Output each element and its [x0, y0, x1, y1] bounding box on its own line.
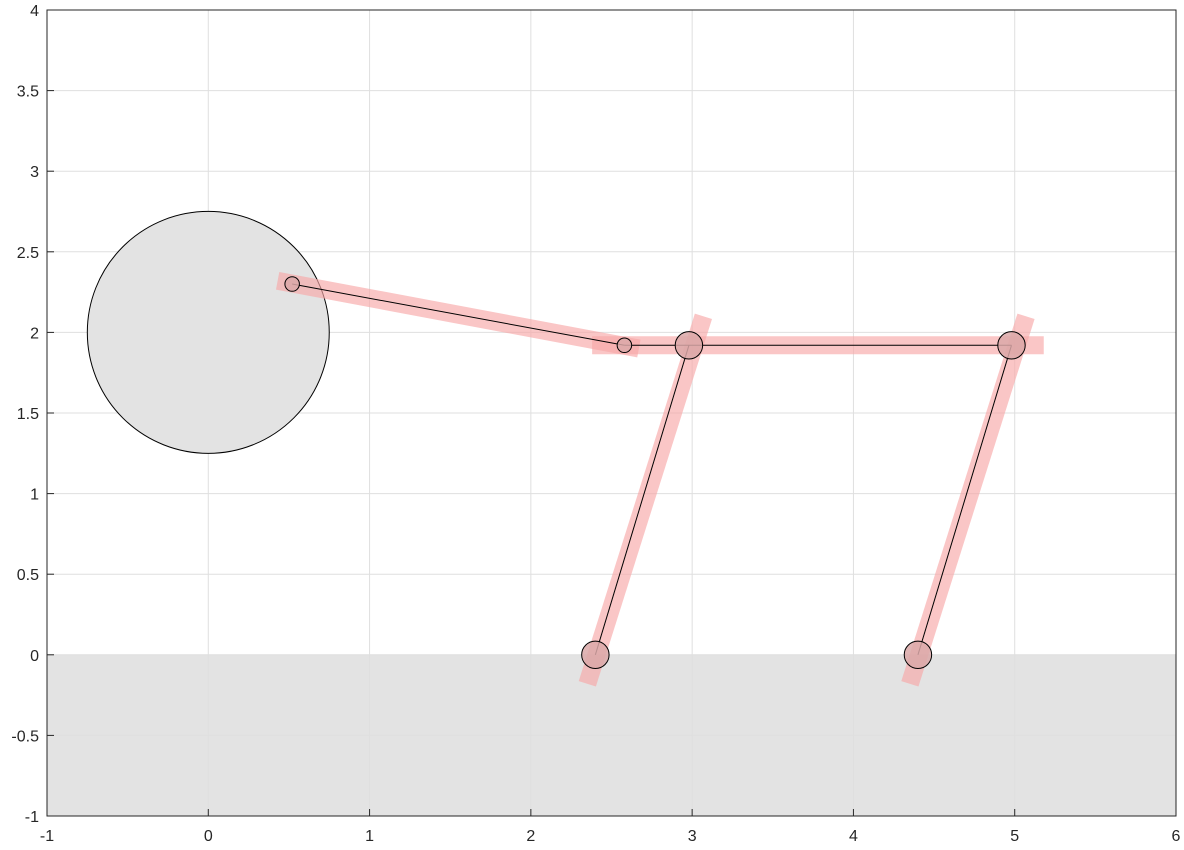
y-tick-label: 0.5	[17, 567, 39, 584]
bar-layer	[275, 271, 1044, 687]
wheel-layer	[86, 210, 330, 454]
rear-foot	[903, 640, 933, 670]
x-tick-label: -1	[40, 828, 54, 845]
wheel-circle	[86, 210, 330, 454]
y-tick-label: 0	[30, 648, 39, 665]
rear-leg-link	[917, 345, 1012, 655]
rear-leg-bar	[901, 313, 1035, 687]
front-foot	[581, 640, 610, 670]
x-tick-label: 4	[849, 828, 858, 845]
crank-pin	[284, 276, 300, 292]
x-axis-ticks: -1 0 1 2 3 4 5 6	[40, 809, 1181, 845]
coupler-joint	[616, 337, 633, 354]
x-tick-label: 2	[526, 828, 535, 845]
y-tick-label: -1	[25, 809, 39, 826]
x-tick-label: 1	[365, 828, 374, 845]
y-tick-label: 1.5	[17, 406, 39, 423]
crank-link	[292, 283, 625, 346]
y-tick-label: 2	[30, 325, 39, 342]
x-tick-label: 0	[204, 828, 213, 845]
front-leg-bar	[578, 313, 713, 687]
y-tick-label: 3.5	[17, 84, 39, 101]
front-leg-link	[594, 345, 690, 655]
x-tick-label: 3	[688, 828, 697, 845]
rear-hip	[997, 331, 1026, 360]
y-tick-label: 4	[30, 3, 39, 20]
x-tick-label: 6	[1172, 828, 1181, 845]
y-tick-label: -0.5	[11, 728, 39, 745]
joint-layer	[284, 276, 1026, 670]
y-tick-label: 1	[30, 487, 39, 504]
x-tick-label: 5	[1010, 828, 1019, 845]
y-tick-label: 3	[30, 164, 39, 181]
y-tick-label: 2.5	[17, 245, 39, 262]
front-hip	[674, 331, 704, 360]
y-axis-ticks: -1 -0.5 0 0.5 1 1.5 2 2.5 3 3.5 4	[11, 3, 54, 826]
